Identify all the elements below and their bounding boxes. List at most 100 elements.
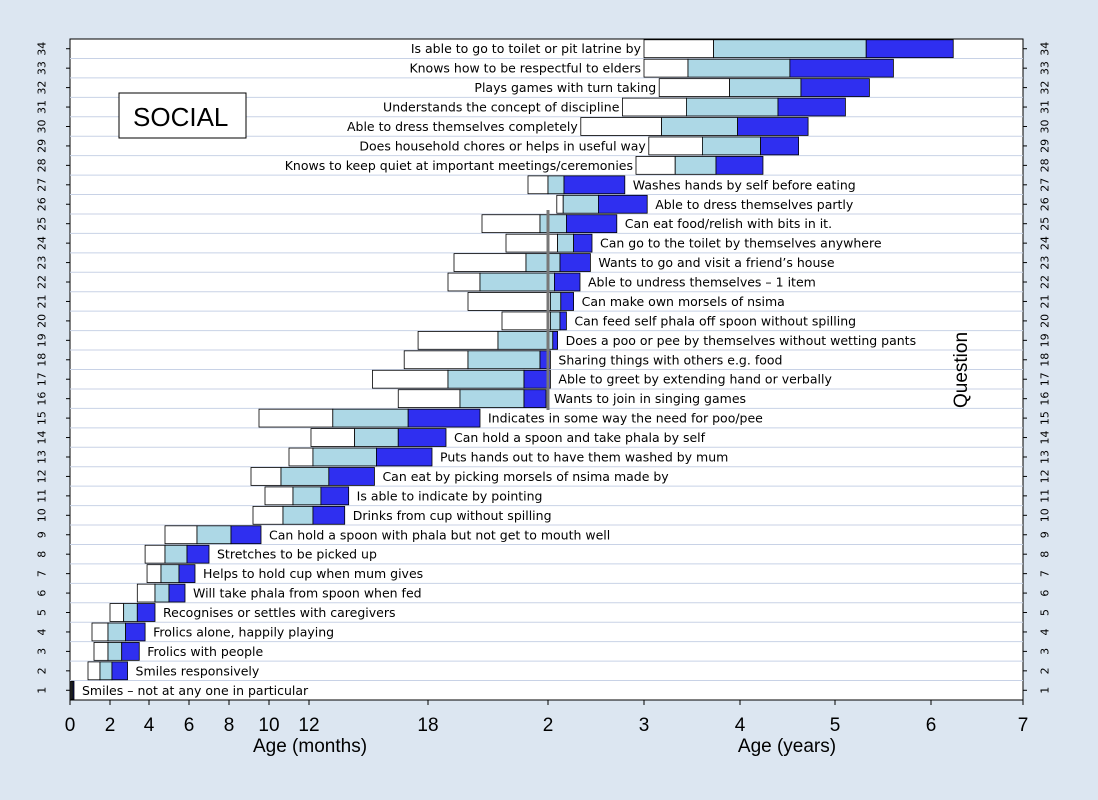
y-ticks-right: 1234567891011121314151617181920212223242… xyxy=(1023,42,1052,694)
segment-light xyxy=(459,389,525,409)
x-axis-label-years: Age (years) xyxy=(738,736,836,757)
bar-label: Indicates in some way the need for poo/p… xyxy=(488,411,763,426)
segment-dark xyxy=(320,486,350,506)
segment-light xyxy=(447,369,525,389)
bar-q33 xyxy=(643,58,894,78)
segment-light xyxy=(160,564,180,583)
chart-title: SOCIAL xyxy=(133,102,228,132)
y-tick-label: 2 xyxy=(36,667,49,674)
segment-dark xyxy=(566,214,618,234)
x-tick-label: 3 xyxy=(639,715,650,736)
y-tick-label: 4 xyxy=(1039,628,1052,635)
segment-white xyxy=(622,97,687,117)
bar-q22 xyxy=(447,272,581,292)
bar-label: Can eat by picking morsels of nsima made… xyxy=(382,469,669,484)
y-tick-label: 7 xyxy=(1039,570,1052,577)
bar-label: Able to dress themselves completely xyxy=(347,119,578,134)
segment-dark xyxy=(760,136,799,156)
bars-layer xyxy=(70,39,954,700)
x-tick-label: 2 xyxy=(105,715,116,736)
bar-label: Frolics alone, happily playing xyxy=(153,624,334,639)
bar-q34 xyxy=(643,39,954,59)
segment-dark xyxy=(777,97,846,117)
bar-label: Helps to hold cup when mum gives xyxy=(203,566,423,581)
segment-dark xyxy=(598,194,648,214)
x-tick-label: 2 xyxy=(543,715,554,736)
y-tick-label: 26 xyxy=(36,197,49,211)
bar-label: Does a poo or pee by themselves without … xyxy=(566,333,917,348)
bar-q4 xyxy=(91,622,146,642)
segment-dark xyxy=(230,525,262,545)
y-tick-label: 22 xyxy=(1039,275,1052,289)
segment-dark xyxy=(523,369,551,389)
segment-light xyxy=(702,136,761,156)
segment-light xyxy=(467,350,541,370)
y-tick-label: 14 xyxy=(36,431,49,445)
bar-q18 xyxy=(403,350,551,370)
bar-q2 xyxy=(87,661,128,681)
x-tick-label: 7 xyxy=(1018,715,1029,736)
y-tick-label: 15 xyxy=(36,411,49,425)
segment-white xyxy=(144,544,166,564)
bar-q6 xyxy=(136,583,186,603)
segment-dark xyxy=(715,156,764,175)
segment-light xyxy=(687,58,791,78)
segment-white xyxy=(109,603,125,622)
segment-light xyxy=(661,117,738,136)
bar-label: Does household chores or helps in useful… xyxy=(359,138,646,153)
y-tick-label: 9 xyxy=(36,531,49,538)
bar-q14 xyxy=(310,428,447,447)
bar-label: Will take phala from spoon when fed xyxy=(193,586,422,601)
x-tick-label: 18 xyxy=(417,715,438,736)
x-tick-label: 10 xyxy=(258,715,279,736)
bar-q7 xyxy=(146,564,196,583)
bar-label: Can eat food/relish with bits in it. xyxy=(625,216,832,231)
y-tick-label: 4 xyxy=(36,628,49,635)
x-tick-label: 0 xyxy=(65,715,76,736)
y-tick-label: 33 xyxy=(36,61,49,75)
bar-label: Smiles responsively xyxy=(136,663,260,678)
bar-label: Recognises or settles with caregivers xyxy=(163,605,396,620)
bar-label: Washes hands by self before eating xyxy=(633,177,856,192)
bar-q29 xyxy=(648,136,799,156)
segment-white xyxy=(403,350,469,370)
y-tick-label: 20 xyxy=(1039,314,1052,328)
y-tick-label: 22 xyxy=(36,275,49,289)
segment-dark xyxy=(168,583,186,603)
segment-light xyxy=(729,78,802,97)
bar-q17 xyxy=(372,369,551,389)
segment-light xyxy=(280,467,330,486)
segment-light xyxy=(550,311,561,331)
segment-white xyxy=(93,642,109,661)
bar-q13 xyxy=(288,447,433,467)
y-tick-label: 31 xyxy=(36,100,49,114)
segment-dark xyxy=(136,603,156,622)
bar-label: Knows how to be respectful to elders xyxy=(409,61,641,76)
bar-label: Smiles – not at any one in particular xyxy=(82,683,309,698)
bar-label: Plays games with turn taking xyxy=(474,80,656,95)
segment-dark xyxy=(800,78,870,97)
segment-dark xyxy=(865,39,954,59)
segment-light xyxy=(292,486,322,506)
segment-white xyxy=(136,583,156,603)
segment-white xyxy=(648,136,703,156)
y-tick-label: 18 xyxy=(36,353,49,367)
y-tick-label: 19 xyxy=(36,333,49,347)
bar-label: Stretches to be picked up xyxy=(217,547,377,562)
y-tick-label: 13 xyxy=(36,450,49,464)
y-tick-label: 16 xyxy=(1039,392,1052,406)
segment-light xyxy=(713,39,867,59)
segment-dark xyxy=(523,389,547,409)
segment-light xyxy=(550,292,562,311)
bar-q20 xyxy=(501,311,567,331)
segment-white xyxy=(397,389,461,409)
segment-dark xyxy=(560,292,574,311)
segment-dark xyxy=(312,505,346,525)
y-tick-label: 19 xyxy=(1039,333,1052,347)
segment-white xyxy=(501,311,551,331)
bar-q23 xyxy=(453,253,591,272)
segment-dark xyxy=(407,408,481,428)
segment-light xyxy=(354,428,399,447)
segment-white xyxy=(250,467,282,486)
y-tick-label: 30 xyxy=(36,119,49,133)
